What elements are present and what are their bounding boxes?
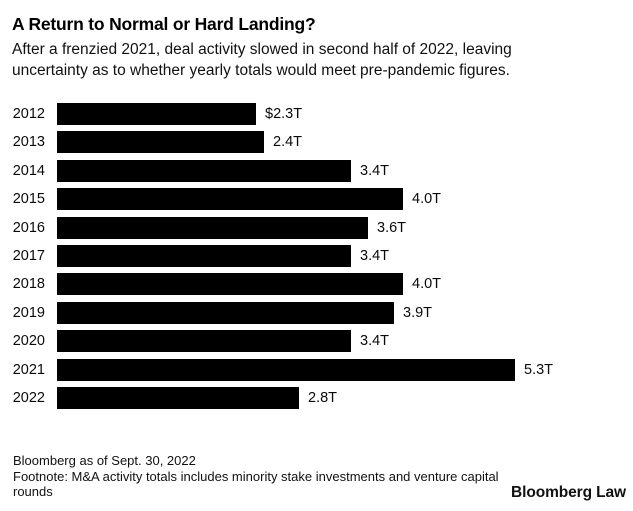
bar bbox=[57, 358, 515, 381]
year-label: 2020 bbox=[12, 333, 45, 350]
bar bbox=[57, 131, 264, 154]
value-label: 3.6T bbox=[377, 219, 407, 236]
value-label: $2.3T bbox=[265, 106, 303, 122]
bar bbox=[57, 216, 368, 239]
value-label: 4.0T bbox=[412, 191, 442, 208]
chart-row: 2017 3.4T bbox=[12, 244, 553, 267]
value-label: 3.4T bbox=[360, 247, 390, 264]
source-note: Bloomberg as of Sept. 30, 2022 bbox=[13, 453, 196, 468]
chart-row: 2018 4.0T bbox=[12, 273, 553, 296]
value-label: 5.3T bbox=[524, 361, 554, 378]
chart-row: 2016 3.6T bbox=[12, 216, 553, 239]
value-label: 3.9T bbox=[403, 304, 433, 321]
chart-row: 2014 3.4T bbox=[12, 159, 553, 182]
bar bbox=[57, 386, 299, 409]
chart-row: 2013 2.4T bbox=[12, 131, 553, 154]
bar-chart: 2012 $2.3T 2013 2.4T 2014 3.4T 2015 4.0T 2016 3.6… bbox=[12, 103, 553, 415]
year-label: 2017 bbox=[12, 247, 45, 264]
chart-row: 2015 4.0T bbox=[12, 188, 553, 211]
year-label: 2016 bbox=[12, 219, 45, 236]
year-label: 2021 bbox=[12, 361, 45, 378]
chart-title: A Return to Normal or Hard Landing? bbox=[12, 14, 316, 34]
value-label: 2.4T bbox=[273, 134, 303, 151]
bar bbox=[57, 188, 403, 211]
chart-row: 2012 $2.3T bbox=[12, 103, 553, 125]
value-label: 4.0T bbox=[412, 276, 442, 293]
chart-row: 2020 3.4T bbox=[12, 330, 553, 353]
bar bbox=[57, 301, 394, 324]
value-label: 3.4T bbox=[360, 162, 390, 179]
bar bbox=[57, 244, 351, 267]
year-label: 2019 bbox=[12, 304, 45, 321]
year-label: 2013 bbox=[12, 134, 45, 151]
bloomberg-law-logo: Bloomberg Law bbox=[511, 484, 626, 501]
year-label: 2012 bbox=[12, 106, 45, 122]
value-label: 2.8T bbox=[308, 389, 338, 406]
year-label: 2015 bbox=[12, 191, 45, 208]
chart-row: 2019 3.9T bbox=[12, 301, 553, 324]
year-label: 2018 bbox=[12, 276, 45, 293]
bar bbox=[57, 330, 351, 353]
bar bbox=[57, 103, 256, 125]
chart-subtitle: After a frenzied 2021, deal activity slo… bbox=[12, 41, 512, 79]
chart-row: 2021 5.3T bbox=[12, 358, 554, 381]
chart-row: 2022 2.8T bbox=[12, 386, 553, 409]
year-label: 2022 bbox=[12, 389, 45, 406]
bar bbox=[57, 273, 403, 296]
year-label: 2014 bbox=[12, 162, 45, 179]
value-label: 3.4T bbox=[360, 333, 390, 350]
bar bbox=[57, 159, 351, 182]
footnote: Footnote: M&A activity totals includes m… bbox=[13, 468, 499, 500]
